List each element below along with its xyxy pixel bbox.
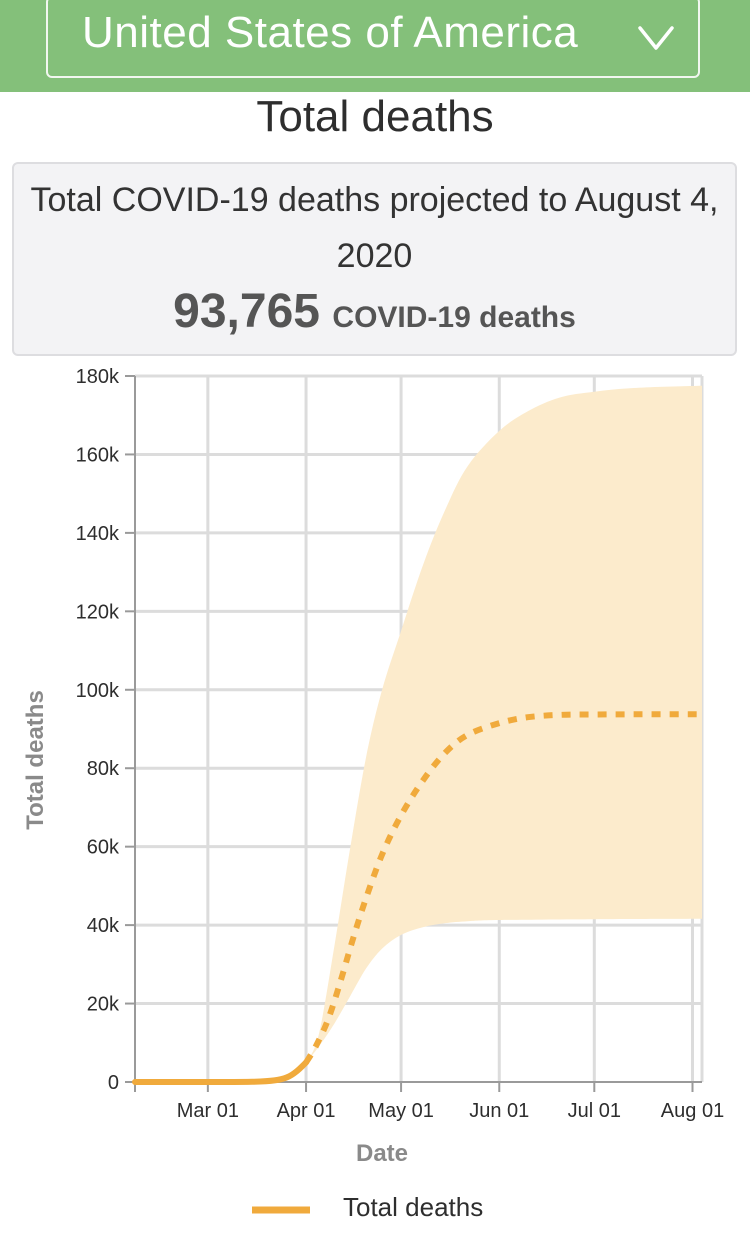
x-tick-label: Mar 01 (177, 1100, 239, 1122)
y-axis-title: Total deaths (22, 690, 49, 830)
y-tick-label: 20k (87, 994, 120, 1016)
total-deaths-chart: 0 20k 40k 60k 80k 100k 120k 140k 160k 180k Mar 01 A… (22, 366, 725, 1222)
page-title: Total deaths (256, 92, 494, 141)
x-tick-label: Jun 01 (469, 1100, 529, 1122)
x-tick-label: Aug 01 (661, 1100, 724, 1122)
summary-value: 93,765 (173, 285, 320, 338)
uncertainty-band (306, 385, 702, 1063)
x-tick-label: Jul 01 (568, 1100, 621, 1122)
y-tick-label: 80k (87, 758, 120, 780)
summary-description: Total COVID-19 deaths projected to Augus… (30, 181, 719, 275)
y-tick-label: 160k (76, 444, 120, 466)
summary-card: Total COVID-19 deaths projected to Augus… (12, 162, 737, 356)
series-layer (132, 711, 703, 1086)
chevron-down-icon (638, 26, 674, 50)
legend: Total deaths (252, 1192, 483, 1222)
country-dropdown-label: United States of America (82, 8, 579, 57)
actual-deaths-line (132, 1059, 310, 1086)
x-tick-label: Apr 01 (277, 1100, 336, 1122)
y-tick-label: 100k (76, 680, 120, 702)
country-dropdown[interactable]: United States of America (46, 0, 700, 78)
y-tick-label: 140k (76, 523, 120, 545)
projected-deaths-line (303, 711, 703, 1064)
y-tick-label: 180k (76, 366, 120, 388)
y-tick-label: 0 (108, 1072, 119, 1094)
y-tick-label: 120k (76, 601, 120, 623)
y-tick-label: 60k (87, 837, 120, 859)
x-tick-label: May 01 (368, 1100, 434, 1122)
summary-unit: COVID-19 deaths (332, 301, 576, 334)
x-axis-title: Date (356, 1140, 408, 1167)
uncertainty-band-layer (306, 385, 702, 1063)
summary-value-line: 93,765 COVID-19 deaths (14, 284, 735, 339)
y-tick-label: 40k (87, 915, 120, 937)
tick-label-layer: 0 20k 40k 60k 80k 100k 120k 140k 160k 180k Mar 01 A… (76, 366, 725, 1122)
top-bar: United States of America (0, 0, 750, 92)
legend-label: Total deaths (343, 1192, 483, 1222)
